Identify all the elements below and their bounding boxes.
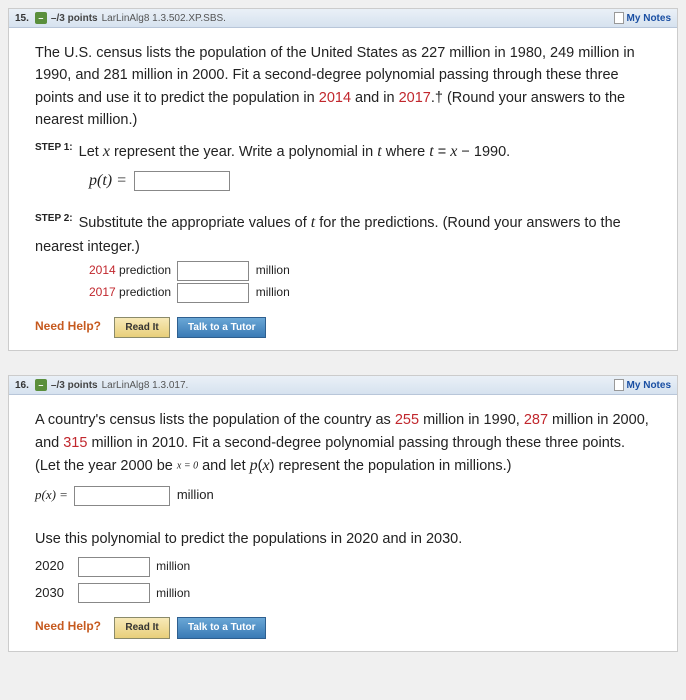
row-2030: 2030 million <box>35 583 651 604</box>
intro-text: A country's census lists the population … <box>35 412 649 474</box>
question-number: 16. <box>15 380 29 391</box>
notes-icon[interactable] <box>614 12 624 24</box>
pred-2017-input[interactable] <box>177 283 249 303</box>
read-it-button[interactable]: Read It <box>114 617 169 639</box>
step-2-text: Substitute the appropriate values of t f… <box>35 215 621 255</box>
points-label: –/3 points <box>51 380 98 391</box>
unit-million: million <box>256 263 290 277</box>
pt-input[interactable] <box>134 171 230 191</box>
question-ref: LarLinAlg8 1.3.017. <box>102 380 189 391</box>
px-label: p(x) = <box>35 487 71 502</box>
read-it-button[interactable]: Read It <box>114 317 169 339</box>
step-1: STEP 1: Let x represent the year. Write … <box>35 140 651 194</box>
question-header: 15. – –/3 points LarLinAlg8 1.3.502.XP.S… <box>9 9 677 28</box>
question-15: 15. – –/3 points LarLinAlg8 1.3.502.XP.S… <box>8 8 678 351</box>
my-notes-link[interactable]: My Notes <box>627 13 671 24</box>
row-2020: 2020 million <box>35 556 651 577</box>
input-2030[interactable] <box>78 583 150 603</box>
input-2020[interactable] <box>78 557 150 577</box>
talk-tutor-button[interactable]: Talk to a Tutor <box>177 617 266 639</box>
pred-2014-input[interactable] <box>177 261 249 281</box>
collapse-icon[interactable]: – <box>35 12 47 24</box>
px-row: p(x) = million <box>35 485 651 506</box>
px-input[interactable] <box>74 486 170 506</box>
step-1-label: STEP 1: <box>35 140 73 156</box>
unit-million: million <box>156 586 190 600</box>
my-notes-link[interactable]: My Notes <box>627 380 671 391</box>
unit-million: million <box>156 559 190 573</box>
question-16: 16. – –/3 points LarLinAlg8 1.3.017. My … <box>8 375 678 651</box>
question-body: The U.S. census lists the population of … <box>9 28 677 350</box>
need-help-row: Need Help? Read It Talk to a Tutor <box>35 317 651 339</box>
points-label: –/3 points <box>51 13 98 24</box>
question-header: 16. – –/3 points LarLinAlg8 1.3.017. My … <box>9 376 677 395</box>
year-2030-label: 2030 <box>35 585 64 600</box>
step-2: STEP 2: Substitute the appropriate value… <box>35 211 651 302</box>
question-body: A country's census lists the population … <box>9 395 677 650</box>
need-help-row: Need Help? Read It Talk to a Tutor <box>35 617 651 639</box>
pred-2014-label: 2014 <box>89 261 116 280</box>
notes-icon[interactable] <box>614 379 624 391</box>
talk-tutor-button[interactable]: Talk to a Tutor <box>177 317 266 339</box>
question-ref: LarLinAlg8 1.3.502.XP.SBS. <box>102 13 226 24</box>
pt-label: p(t) = <box>89 172 131 189</box>
unit-million: million <box>256 285 290 299</box>
need-help-label: Need Help? <box>35 319 101 333</box>
unit-million: million <box>177 487 214 502</box>
intro-text: The U.S. census lists the population of … <box>35 45 635 128</box>
step-2-label: STEP 2: <box>35 211 73 227</box>
question-number: 15. <box>15 13 29 24</box>
use-text: Use this polynomial to predict the popul… <box>35 528 651 550</box>
pred-2017-label: 2017 <box>89 283 116 302</box>
step-1-text: Let x represent the year. Write a polyno… <box>79 144 511 160</box>
year-2020-label: 2020 <box>35 558 64 573</box>
need-help-label: Need Help? <box>35 619 101 633</box>
collapse-icon[interactable]: – <box>35 379 47 391</box>
